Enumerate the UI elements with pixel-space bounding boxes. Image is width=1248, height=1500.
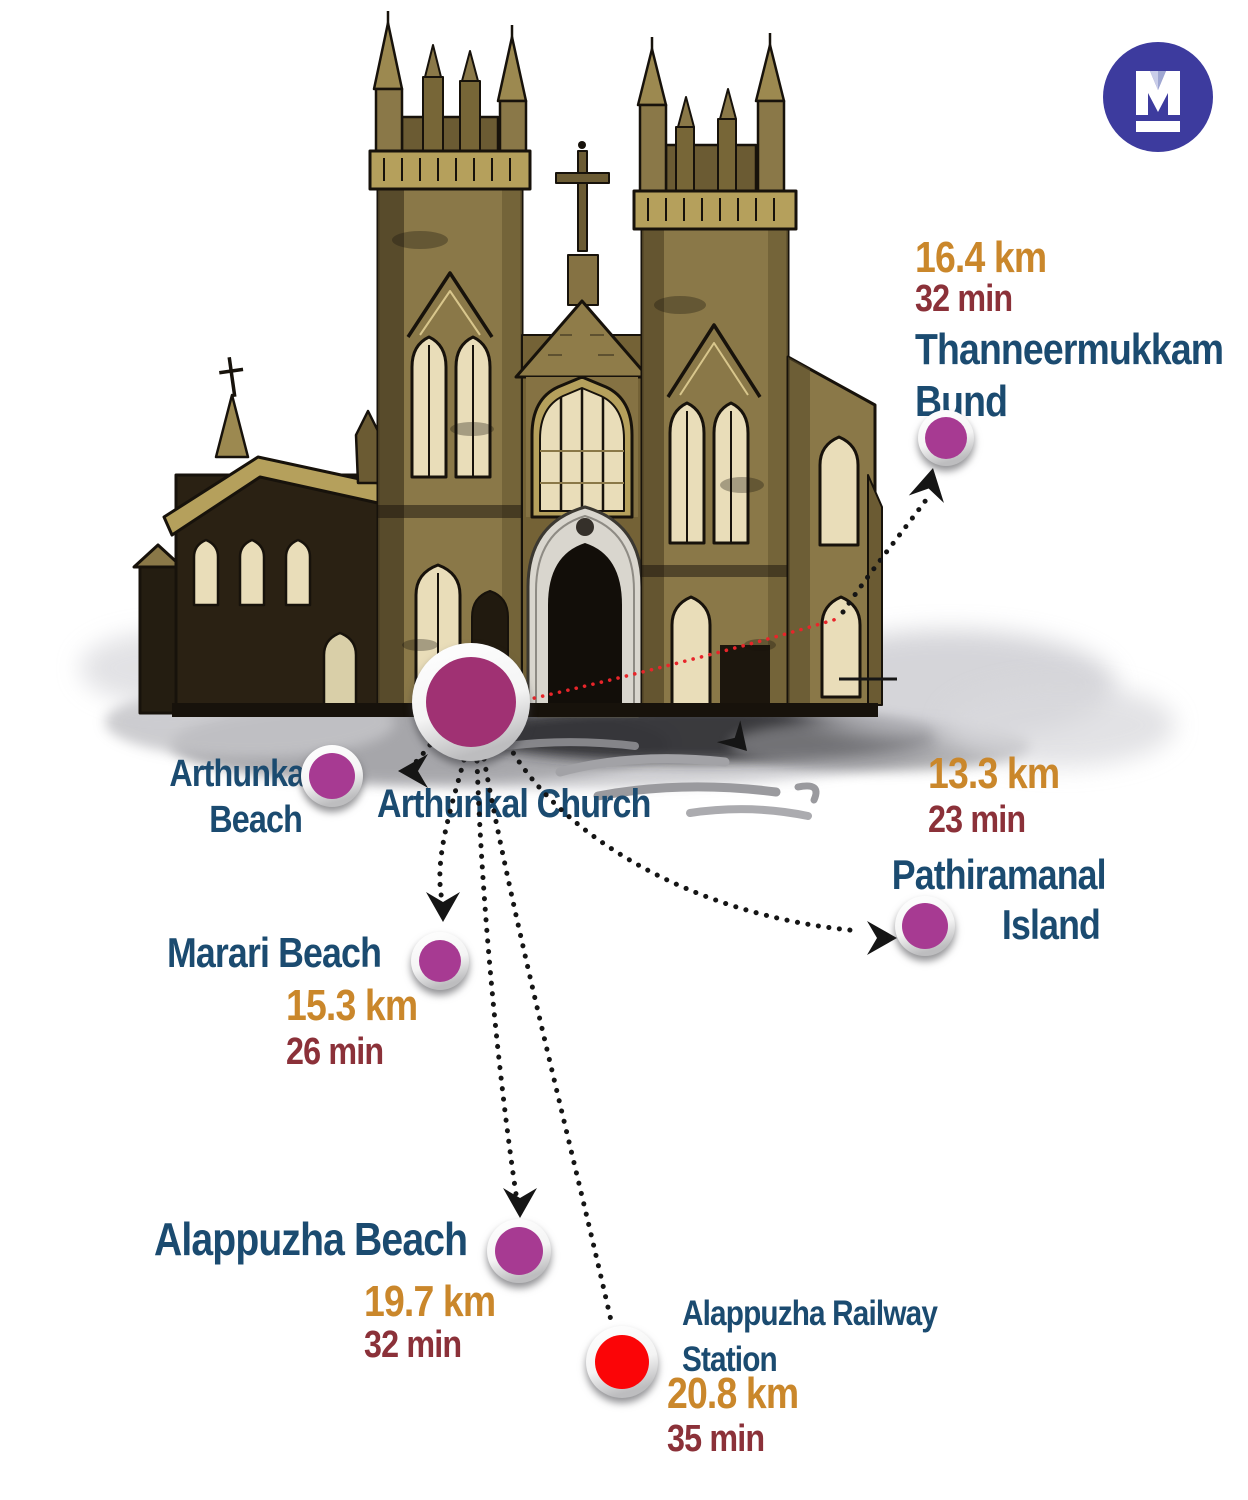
railway-time: 35 min (667, 1418, 765, 1460)
thanneermukkam-name: Thanneermukkam Bund (915, 324, 1224, 428)
church-central-nave (514, 141, 650, 718)
pathiramanal-name-line1: Pathiramanal (891, 851, 1107, 898)
arthunkal-beach-name-line1: Arthunkal (169, 753, 313, 795)
railway-name-line2: Station (682, 1340, 778, 1379)
church-illustration (132, 11, 883, 718)
church-left-annex (132, 356, 382, 717)
church-left-tower (368, 11, 532, 709)
logo-m-monogram-icon (1136, 71, 1180, 132)
railway-name: Alappuzha Railway Station (682, 1291, 938, 1383)
manorama-logo (1102, 41, 1214, 153)
annex-cross-icon (219, 356, 244, 398)
thanneermukkam-time: 32 min (915, 278, 1013, 320)
church-texture-speckles (392, 231, 776, 651)
church-right-tower (632, 33, 798, 709)
alappuzha-beach-time: 32 min (364, 1324, 462, 1366)
alappuzha-beach-distance: 19.7 km (364, 1277, 496, 1326)
arthunkal-beach-name-line2: Beach (209, 799, 303, 841)
thanneermukkam-distance: 16.4 km (915, 233, 1047, 282)
pathiramanal-time: 23 min (928, 799, 1026, 841)
marari-distance: 15.3 km (286, 981, 418, 1030)
church-right-wall (786, 355, 883, 707)
church-cross-icon (555, 141, 610, 252)
thanneermukkam-name-line1: Thanneermukkam (915, 325, 1224, 374)
arthunkal-beach-name: Arthunkal Beach (169, 751, 313, 843)
thanneermukkam-name-line2: Bund (915, 377, 1008, 426)
railway-name-line1: Alappuzha Railway (682, 1294, 938, 1333)
pathiramanal-distance: 13.3 km (928, 749, 1060, 798)
pathiramanal-name-line2: Island (1001, 901, 1101, 948)
church-label: Arthunkal Church (377, 782, 651, 826)
marari-time: 26 min (286, 1031, 384, 1073)
railway-distance: 20.8 km (667, 1369, 799, 1418)
pathiramanal-name: Pathiramanal Island (891, 850, 1107, 950)
marari-name: Marari Beach (167, 929, 382, 976)
alappuzha-beach-name: Alappuzha Beach (154, 1213, 468, 1265)
church-base (172, 703, 878, 717)
